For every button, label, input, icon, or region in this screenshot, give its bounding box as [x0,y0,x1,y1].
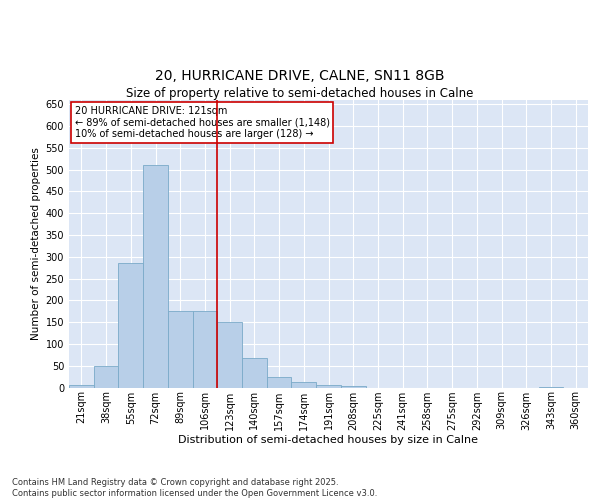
Bar [118,264,143,388]
Text: 20, HURRICANE DRIVE, CALNE, SN11 8GB: 20, HURRICANE DRIVE, CALNE, SN11 8GB [155,68,445,82]
Bar [292,382,316,388]
Bar [193,312,217,388]
Text: Contains HM Land Registry data © Crown copyright and database right 2025.
Contai: Contains HM Land Registry data © Crown c… [12,478,377,498]
X-axis label: Distribution of semi-detached houses by size in Calne: Distribution of semi-detached houses by … [179,436,479,446]
Bar [94,366,118,388]
Bar [242,358,267,388]
Y-axis label: Number of semi-detached properties: Number of semi-detached properties [31,148,41,340]
Bar [143,166,168,388]
Bar [316,386,341,388]
Text: 20 HURRICANE DRIVE: 121sqm
← 89% of semi-detached houses are smaller (1,148)
10%: 20 HURRICANE DRIVE: 121sqm ← 89% of semi… [74,106,329,139]
Bar [168,312,193,388]
Bar [69,386,94,388]
Text: Size of property relative to semi-detached houses in Calne: Size of property relative to semi-detach… [127,87,473,100]
Bar [341,386,365,388]
Bar [217,322,242,388]
Bar [267,376,292,388]
Bar [539,386,563,388]
